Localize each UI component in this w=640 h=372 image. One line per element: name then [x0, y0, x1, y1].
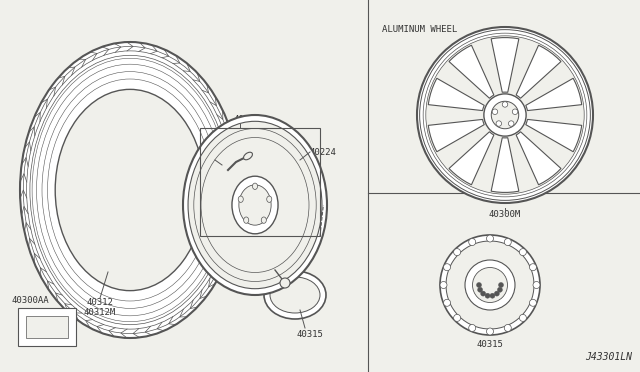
Ellipse shape: [267, 196, 272, 202]
Text: ALUMINUM WHEEL: ALUMINUM WHEEL: [382, 25, 457, 34]
Circle shape: [508, 121, 514, 126]
Circle shape: [484, 94, 526, 136]
Text: 40315: 40315: [296, 330, 323, 339]
Text: 20X9_JJ: 20X9_JJ: [486, 28, 524, 37]
Text: 40315: 40315: [477, 340, 504, 349]
Text: 40224: 40224: [310, 148, 337, 157]
Circle shape: [454, 314, 461, 321]
Text: 40311: 40311: [215, 155, 242, 164]
Ellipse shape: [244, 152, 252, 160]
Circle shape: [440, 282, 447, 289]
Ellipse shape: [261, 217, 266, 223]
Polygon shape: [449, 132, 494, 185]
Polygon shape: [525, 119, 582, 152]
Circle shape: [492, 109, 498, 115]
Polygon shape: [491, 138, 519, 192]
Circle shape: [504, 324, 511, 331]
Polygon shape: [428, 119, 484, 152]
Text: 40300AA: 40300AA: [11, 296, 49, 305]
Ellipse shape: [239, 185, 271, 225]
Circle shape: [444, 299, 451, 306]
Circle shape: [529, 299, 536, 306]
Circle shape: [454, 248, 461, 256]
Circle shape: [533, 282, 540, 289]
Polygon shape: [516, 132, 561, 185]
Circle shape: [486, 235, 493, 242]
Circle shape: [468, 324, 476, 331]
Text: 40312
40312M: 40312 40312M: [84, 298, 116, 317]
Ellipse shape: [244, 217, 249, 223]
Circle shape: [280, 278, 290, 288]
Circle shape: [520, 314, 526, 321]
Text: 40300M: 40300M: [489, 210, 521, 219]
Ellipse shape: [232, 176, 278, 234]
Text: 40300M: 40300M: [234, 115, 266, 124]
Circle shape: [481, 291, 486, 296]
Circle shape: [485, 293, 490, 298]
Circle shape: [468, 238, 476, 246]
Ellipse shape: [238, 196, 243, 202]
Circle shape: [520, 248, 526, 256]
Circle shape: [472, 267, 508, 302]
Ellipse shape: [264, 271, 326, 319]
Circle shape: [426, 36, 584, 194]
Circle shape: [417, 27, 593, 203]
Circle shape: [477, 282, 481, 288]
Bar: [26, 316, 68, 338]
Circle shape: [529, 264, 536, 271]
Circle shape: [499, 282, 504, 288]
Polygon shape: [525, 78, 582, 110]
Ellipse shape: [270, 277, 320, 313]
Bar: [200, 128, 320, 236]
Polygon shape: [428, 78, 484, 110]
Text: J43301LN: J43301LN: [585, 352, 632, 362]
Circle shape: [446, 241, 534, 329]
Circle shape: [492, 101, 519, 129]
Circle shape: [486, 328, 493, 335]
Ellipse shape: [252, 183, 257, 189]
Polygon shape: [449, 45, 494, 98]
Bar: [18, 308, 76, 346]
Ellipse shape: [188, 121, 322, 289]
Circle shape: [502, 102, 508, 107]
Circle shape: [512, 109, 518, 115]
Ellipse shape: [183, 115, 327, 295]
Ellipse shape: [55, 89, 205, 291]
Circle shape: [496, 121, 502, 126]
Circle shape: [504, 238, 511, 246]
Polygon shape: [491, 38, 519, 92]
Circle shape: [490, 293, 495, 298]
Circle shape: [477, 287, 483, 292]
Circle shape: [440, 235, 540, 335]
Circle shape: [494, 291, 499, 296]
Circle shape: [497, 287, 502, 292]
Ellipse shape: [20, 42, 240, 338]
Circle shape: [444, 264, 451, 271]
Circle shape: [465, 260, 515, 310]
Polygon shape: [516, 45, 561, 98]
